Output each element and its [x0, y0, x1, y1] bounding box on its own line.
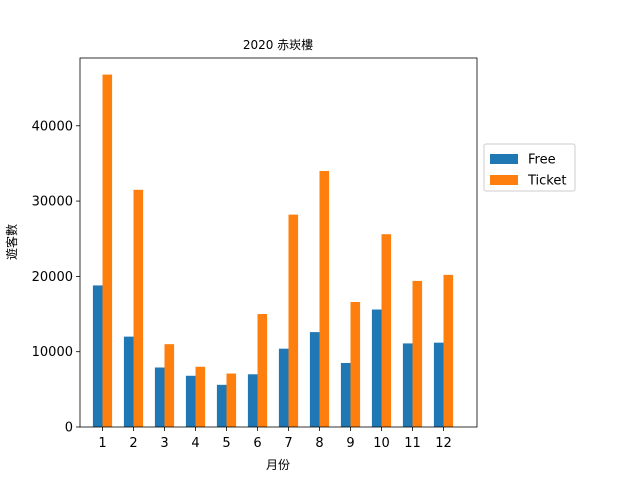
- plot-frame: [79, 57, 478, 428]
- plot-area: [79, 57, 478, 428]
- x-tick-label: 7: [284, 436, 292, 451]
- x-tick-label: 6: [253, 436, 261, 451]
- bar-ticket-7: [288, 214, 299, 427]
- bar-ticket-2: [133, 189, 144, 427]
- x-tick-label: 11: [404, 436, 421, 451]
- bar-ticket-10: [381, 234, 392, 427]
- bar-ticket-8: [319, 170, 330, 428]
- x-tick-label: 1: [98, 436, 106, 451]
- bar-free-4: [185, 375, 196, 427]
- bar-free-12: [433, 342, 444, 427]
- bar-free-9: [340, 362, 351, 427]
- bar-free-7: [278, 348, 289, 427]
- y-tick-label: 0: [65, 421, 73, 436]
- bar-free-6: [247, 374, 258, 427]
- x-tick-label: 12: [435, 436, 452, 451]
- bar-free-8: [309, 332, 320, 427]
- x-tick-label: 2: [129, 436, 137, 451]
- y-tick-label: 20000: [32, 270, 73, 285]
- bar-free-5: [216, 384, 227, 427]
- legend-swatch-free: [490, 154, 518, 164]
- y-tick-label: 30000: [32, 195, 73, 210]
- y-tick-label: 10000: [32, 345, 73, 360]
- y-tick-label: 40000: [32, 119, 73, 134]
- bar-free-3: [154, 367, 165, 427]
- y-axis: 0 10000 20000 30000 40000: [32, 119, 80, 436]
- legend: Free Ticket: [483, 143, 576, 192]
- bar-free-11: [402, 343, 413, 427]
- bar-ticket-9: [350, 301, 361, 427]
- x-tick-label: 8: [315, 436, 323, 451]
- x-tick-label: 4: [191, 436, 199, 451]
- bar-ticket-6: [257, 314, 268, 427]
- bar-free-2: [123, 336, 134, 427]
- x-tick-label: 5: [222, 436, 230, 451]
- y-axis-title: 遊客數: [4, 224, 19, 260]
- x-tick-label: 9: [346, 436, 354, 451]
- bar-ticket-5: [226, 373, 237, 427]
- x-tick-label: 10: [373, 436, 390, 451]
- bar-free-1: [92, 285, 103, 427]
- bar-ticket-4: [195, 366, 206, 427]
- bar-ticket-12: [443, 274, 454, 427]
- bar-ticket-11: [412, 280, 423, 427]
- x-tick-label: 3: [160, 436, 168, 451]
- legend-label-ticket: Ticket: [527, 174, 566, 189]
- chart-title: 2020 赤崁樓: [243, 37, 313, 52]
- bar-ticket-1: [102, 74, 113, 427]
- legend-swatch-ticket: [490, 175, 518, 185]
- legend-label-free: Free: [528, 153, 556, 168]
- x-axis: 1 2 3 4 5 6 7 8 9 10 11 12: [98, 427, 452, 451]
- x-axis-title: 月份: [266, 458, 290, 472]
- bar-free-10: [371, 309, 382, 427]
- bar-ticket-3: [164, 344, 175, 427]
